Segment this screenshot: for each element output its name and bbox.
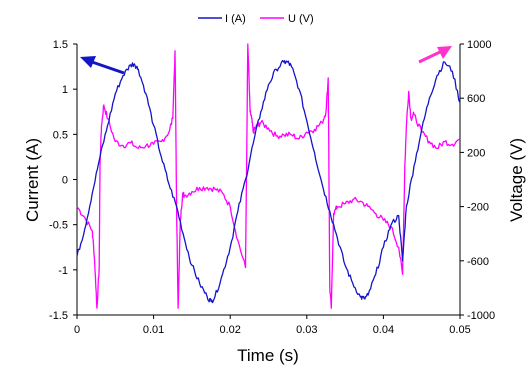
series-layer <box>76 43 461 309</box>
x-tick-label: 0.04 <box>373 324 394 336</box>
left-y-tick-label: -0.5 <box>49 220 68 232</box>
left-y-tick-label: 0.5 <box>53 129 68 141</box>
x-tick-label: 0.01 <box>143 324 164 336</box>
voltage-axis-arrow <box>418 46 452 64</box>
right-y-tick-label: 1000 <box>467 39 491 51</box>
left-y-tick-label: -1.5 <box>49 310 68 322</box>
right-y-tick-label: -600 <box>467 256 489 268</box>
current-series-line <box>76 59 461 304</box>
right-y-tick-label: 600 <box>467 93 485 105</box>
x-tick-label: 0.02 <box>219 324 240 336</box>
right-y-tick-label: 200 <box>467 147 485 159</box>
left-y-tick-label: 1 <box>62 84 68 96</box>
legend-label-current: I (A) <box>225 13 246 25</box>
left-y-tick-label: 0 <box>62 175 68 187</box>
x-tick-label: 0 <box>74 324 80 336</box>
x-tick-label: 0.03 <box>296 324 317 336</box>
x-tick-label: 0.05 <box>449 324 470 336</box>
legend-label-voltage: U (V) <box>288 13 314 25</box>
tick-marks <box>73 43 464 319</box>
right-y-tick-label: -200 <box>467 202 489 214</box>
x-axis-title: Time (s) <box>237 346 299 365</box>
tick-labels: 0 0.01 0.02 0.03 0.04 0.05 -1.5 -1 -0.5 0 0.5 1 1.5 -… <box>49 39 495 336</box>
left-y-tick-label: 1.5 <box>53 39 68 51</box>
voltage-series-line <box>76 43 461 309</box>
left-y-tick-label: -1 <box>58 265 68 277</box>
right-y-tick-label: -1000 <box>467 310 495 322</box>
right-y-axis-title: Voltage (V) <box>507 138 526 222</box>
current-axis-arrow <box>80 56 125 75</box>
legend: I (A) U (V) <box>198 13 314 25</box>
left-y-axis-title: Current (A) <box>23 138 42 222</box>
